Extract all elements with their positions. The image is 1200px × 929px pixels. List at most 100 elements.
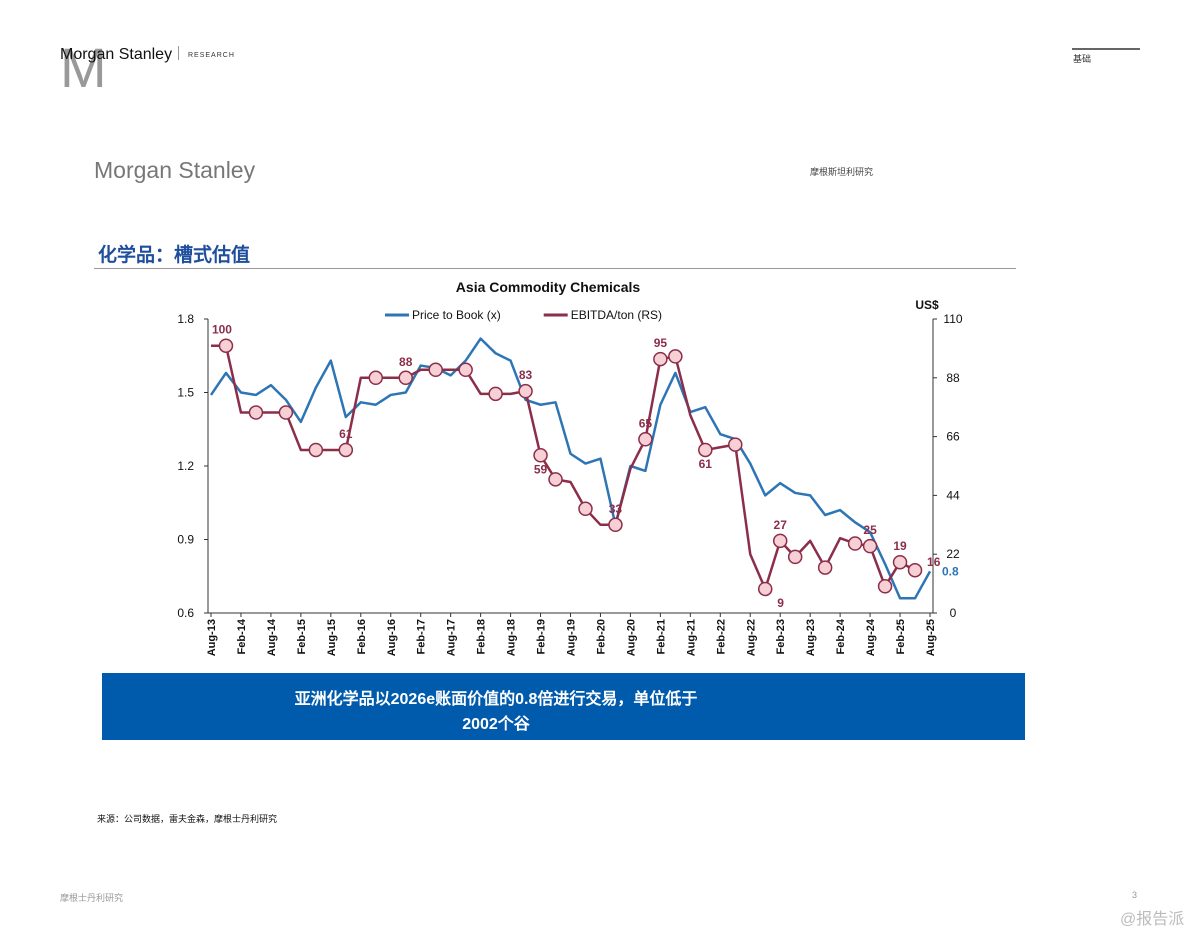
point-marker xyxy=(668,349,683,364)
data-label: 61 xyxy=(699,457,713,471)
point-marker xyxy=(862,538,878,554)
point-marker xyxy=(398,370,413,386)
point-marker xyxy=(518,383,533,399)
x-tick-label: Feb-16 xyxy=(356,619,368,654)
point-marker xyxy=(892,554,908,570)
data-label: 16 xyxy=(927,555,941,569)
callout-line: 亚洲化学品以2026e账面价值的0.8倍进行交易，单位低于 xyxy=(294,691,698,708)
point-marker xyxy=(608,517,623,533)
point-marker xyxy=(772,533,788,549)
point-marker xyxy=(338,442,354,458)
point-marker xyxy=(653,351,668,367)
point-marker xyxy=(698,442,713,458)
callout-line: 2002个谷 xyxy=(462,716,530,733)
x-tick-label: Aug-19 xyxy=(566,619,578,656)
point-marker xyxy=(578,501,593,517)
x-tick-label: Feb-24 xyxy=(835,618,847,654)
point-marker xyxy=(533,448,548,463)
section-title: 化学品：槽式估值 xyxy=(98,245,251,266)
x-tick-label: Aug-15 xyxy=(326,619,338,656)
chart: Asia Commodity Chemicals US$ 0.6 0.9 1.2 1.… xyxy=(177,279,963,656)
point-marker xyxy=(877,579,893,594)
x-tick-label: Aug-24 xyxy=(865,618,877,656)
tag: 基础 xyxy=(1073,54,1092,64)
data-label: 59 xyxy=(534,462,548,476)
chart-title: Asia Commodity Chemicals xyxy=(456,279,641,295)
y2-tick-label: 110 xyxy=(943,312,962,326)
point-marker xyxy=(218,338,234,353)
y-tick-label: 1.5 xyxy=(177,386,194,400)
x-tick-label: Aug-18 xyxy=(506,619,518,656)
callout: 亚洲化学品以2026e账面价值的0.8倍进行交易，单位低于 2002个谷 xyxy=(102,673,1025,740)
x-tick-label: Feb-21 xyxy=(655,619,667,654)
y-tick-label: 0.9 xyxy=(177,533,194,547)
point-marker xyxy=(728,437,743,452)
y-tick-label: 1.2 xyxy=(177,459,194,473)
point-marker xyxy=(817,560,833,575)
x-tick-label: Aug-20 xyxy=(625,619,637,656)
data-label: 88 xyxy=(399,355,413,369)
tag-rule xyxy=(1072,48,1140,50)
x-tick-label: Aug-14 xyxy=(266,618,278,656)
point-marker xyxy=(847,536,863,551)
data-label: 9 xyxy=(777,596,784,610)
y2-tick-label: 22 xyxy=(946,547,960,561)
point-marker xyxy=(638,432,653,447)
data-label: 25 xyxy=(863,523,877,537)
x-tick-label: Aug-25 xyxy=(925,619,937,656)
x-tick-label: Aug-21 xyxy=(685,619,697,656)
page-number: 3 xyxy=(1132,890,1138,900)
y2-tick-label: 66 xyxy=(946,430,960,444)
data-label: 27 xyxy=(774,518,788,532)
y-tick-label: 1.8 xyxy=(177,312,194,326)
legend-label: Price to Book (x) xyxy=(412,308,501,322)
logo-letter: M xyxy=(60,36,107,99)
data-label: 95 xyxy=(654,336,668,350)
x-tick-label: Feb-25 xyxy=(895,619,907,654)
footer-left: 摩根士丹利研究 xyxy=(60,893,124,903)
data-label: 83 xyxy=(519,368,533,382)
point-marker xyxy=(488,386,503,402)
y-tick-label: 0.6 xyxy=(177,606,194,620)
x-tick-label: Feb-14 xyxy=(236,618,248,654)
x-tick-label: Feb-23 xyxy=(775,619,787,654)
source: 来源：公司数据，雷夫金森，摩根士丹利研究 xyxy=(97,814,278,824)
legend-label: EBITDA/ton (RS) xyxy=(571,308,662,322)
point-marker xyxy=(428,362,443,378)
point-marker xyxy=(757,581,773,597)
brand-cn: 摩根斯坦利研究 xyxy=(810,167,874,177)
x-tick-label: Aug-22 xyxy=(745,619,757,656)
data-label: 19 xyxy=(893,539,907,553)
point-marker xyxy=(787,549,803,565)
data-label: 33 xyxy=(609,502,623,516)
point-marker xyxy=(248,405,264,420)
y2-tick-label: 88 xyxy=(946,371,960,385)
y2-tick-label: 0 xyxy=(950,606,957,620)
point-marker xyxy=(458,362,473,378)
x-tick-label: Feb-18 xyxy=(476,619,488,654)
point-marker xyxy=(368,370,384,386)
x-tick-label: Feb-17 xyxy=(416,619,428,654)
y2-tick-label: 44 xyxy=(946,488,960,502)
series-line xyxy=(209,337,932,600)
x-tick-label: Aug-17 xyxy=(446,619,458,656)
x-tick-label: Feb-19 xyxy=(536,619,548,654)
divider xyxy=(178,46,179,60)
data-label: 100 xyxy=(212,323,232,337)
x-tick-label: Feb-15 xyxy=(296,619,308,654)
point-marker xyxy=(308,442,324,458)
point-marker xyxy=(548,472,563,487)
data-label: 61 xyxy=(339,427,353,441)
x-tick-label: Feb-20 xyxy=(595,619,607,654)
point-marker xyxy=(278,405,294,420)
brand-large: Morgan Stanley xyxy=(94,157,256,183)
series-line xyxy=(211,344,916,591)
data-label: 0.8 xyxy=(942,564,959,578)
brand: Morgan Stanley xyxy=(60,46,173,63)
data-label: 65 xyxy=(639,416,653,430)
x-tick-label: Aug-13 xyxy=(206,619,218,656)
division: RESEARCH xyxy=(188,52,235,59)
watermark: @报告派 xyxy=(1120,911,1185,928)
point-marker xyxy=(907,562,923,578)
